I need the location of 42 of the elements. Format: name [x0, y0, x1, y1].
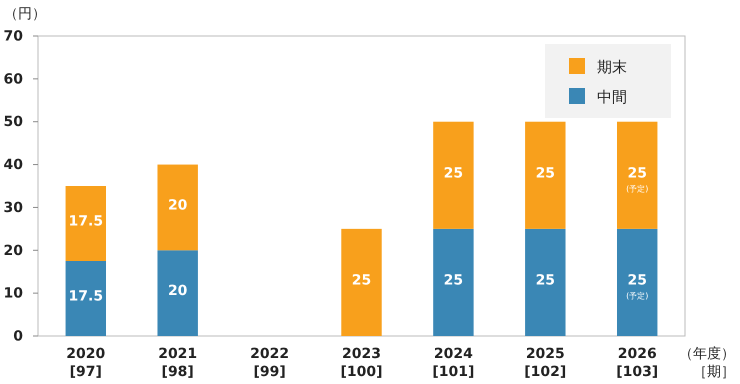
text: ［期］	[693, 364, 735, 380]
x-tick-label: 2026 [103]	[616, 346, 658, 380]
data-label: 25 (予定)	[626, 165, 648, 194]
y-tick-label: 50	[4, 114, 24, 130]
data-label: 25	[536, 165, 556, 182]
data-label: 17.5	[68, 288, 104, 304]
bar	[525, 122, 566, 229]
bar	[157, 164, 198, 250]
y-axis-title: （円）	[4, 6, 46, 22]
y-tick-label: 30	[4, 200, 24, 216]
y-tick-label: 10	[4, 286, 24, 302]
y-tick-label: 0	[13, 328, 24, 344]
bar	[66, 261, 106, 336]
data-label: 17.5	[68, 214, 104, 230]
legend-label: 中間	[597, 88, 627, 106]
y-tick-label: 20	[4, 242, 24, 259]
x-tick-label: 2023 [100]	[340, 346, 383, 380]
bar	[433, 228, 474, 336]
bar	[525, 228, 566, 336]
bar	[616, 228, 658, 336]
bar	[157, 250, 198, 336]
bar	[616, 122, 658, 229]
data-label: 20	[168, 283, 188, 300]
data-label: 25 (予定)	[626, 272, 648, 300]
x-tick-label: 2021 [98]	[158, 346, 198, 380]
y-tick-label: 40	[4, 157, 24, 174]
data-label: 25	[352, 272, 372, 288]
legend-label: 期末	[597, 58, 627, 76]
bar	[341, 228, 382, 336]
x-axis-title: （年度）	[679, 346, 735, 362]
data-label: 25	[536, 272, 556, 288]
data-label: 20	[168, 197, 188, 214]
data-label: 25	[444, 165, 464, 182]
x-tick-label: 2024 [101]	[432, 346, 474, 380]
bar	[433, 122, 474, 229]
y-tick-label: 60	[4, 71, 24, 88]
y-tick-label: 70	[4, 28, 24, 44]
bar	[66, 186, 106, 261]
x-tick-label: 2025 [102]	[524, 346, 566, 380]
x-tick-label: 2020 [97]	[66, 346, 106, 380]
data-label: 25	[444, 272, 464, 288]
x-tick-label: 2022 [99]	[250, 346, 290, 380]
